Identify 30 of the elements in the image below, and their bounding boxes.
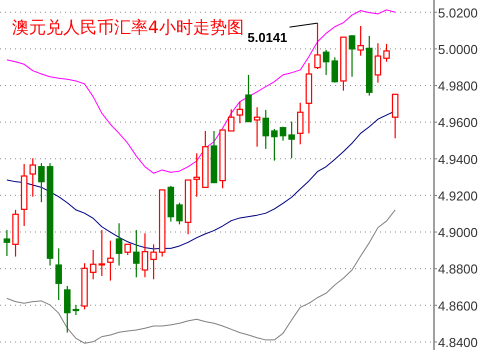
candlestick [90, 249, 96, 280]
candlestick [20, 163, 28, 227]
y-tick-label: 4.9800 [438, 78, 478, 94]
candlestick [107, 240, 114, 282]
candlestick [64, 285, 71, 334]
candlestick [30, 158, 36, 198]
candlestick [98, 229, 106, 277]
candlestick [357, 25, 364, 56]
candlestick [306, 62, 312, 134]
text: 澳元兑人民币汇率4小时走势图 [12, 18, 244, 38]
candlestick [116, 222, 122, 266]
candlestick [254, 106, 260, 148]
y-tick-label: 5.0200 [438, 5, 478, 20]
y-tick-label: 4.9400 [438, 152, 478, 167]
candlestick [366, 35, 373, 96]
candlestick [262, 109, 270, 150]
candlestick [133, 229, 140, 278]
y-tick-label: 4.8800 [438, 262, 478, 277]
y-tick-label: 4.8600 [438, 298, 478, 314]
y-tick-label: 5.0000 [438, 42, 478, 57]
candlestick [296, 102, 304, 145]
y-tick-label: 4.8400 [438, 334, 478, 350]
candlestick [193, 152, 200, 198]
candlestick [55, 248, 62, 301]
y-tick-label: 4.9600 [438, 115, 478, 130]
candlestick [288, 121, 295, 159]
annotation: 5.0141 [248, 30, 288, 46]
line-series [6, 9, 396, 174]
y-tick-label: 4.9000 [438, 225, 478, 240]
y-tick-label: 4.9200 [438, 188, 478, 204]
